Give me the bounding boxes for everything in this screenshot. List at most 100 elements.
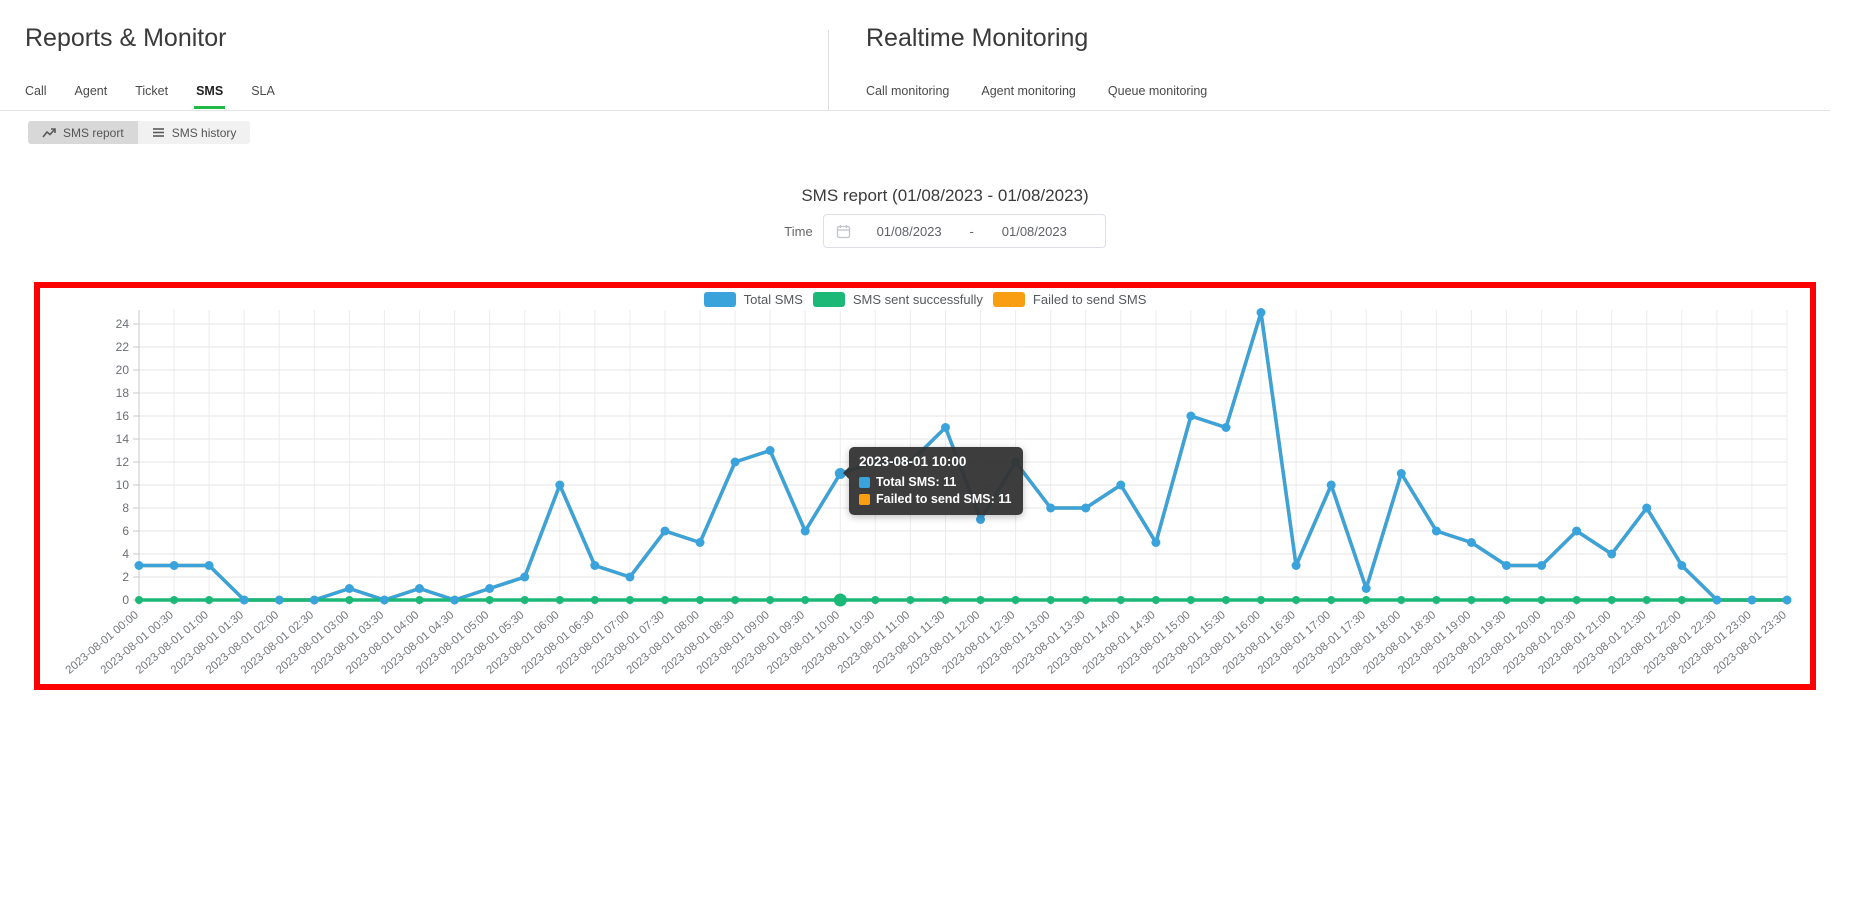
date-range-picker[interactable]: 01/08/2023 - 01/08/2023 (822, 214, 1106, 248)
legend-item[interactable]: SMS sent successfully (812, 291, 983, 307)
data-point[interactable] (1572, 526, 1582, 536)
data-point[interactable] (345, 596, 354, 604)
data-point[interactable] (906, 596, 915, 604)
data-point[interactable] (1502, 596, 1511, 604)
data-point[interactable] (309, 595, 319, 605)
data-point[interactable] (1466, 538, 1476, 547)
data-point[interactable] (590, 596, 599, 604)
data-point[interactable] (1046, 503, 1056, 513)
data-point[interactable] (1537, 596, 1546, 604)
data-point[interactable] (1677, 561, 1687, 570)
data-point[interactable] (1537, 561, 1547, 570)
data-point[interactable] (1362, 596, 1371, 604)
data-point[interactable] (941, 596, 950, 604)
data-point[interactable] (1221, 423, 1231, 432)
data-point[interactable] (1186, 411, 1196, 421)
data-point[interactable] (170, 596, 179, 604)
data-point[interactable] (450, 595, 460, 605)
tab-sms[interactable]: SMS (194, 84, 226, 109)
data-point[interactable] (1431, 526, 1441, 536)
tab-agent-monitoring[interactable]: Agent monitoring (981, 84, 1076, 98)
data-point[interactable] (1502, 561, 1511, 570)
data-point[interactable] (1151, 538, 1161, 547)
tab-call-monitoring[interactable]: Call monitoring (866, 84, 950, 98)
data-point[interactable] (976, 515, 985, 524)
data-point[interactable] (1327, 596, 1336, 604)
data-point[interactable] (1642, 503, 1652, 513)
tab-call[interactable]: Call (25, 84, 47, 98)
data-point[interactable] (555, 480, 565, 490)
data-point[interactable] (1607, 549, 1617, 559)
data-point[interactable] (1081, 503, 1091, 513)
data-point[interactable] (730, 457, 740, 467)
data-point[interactable] (1151, 596, 1160, 604)
data-point[interactable] (520, 572, 530, 582)
data-point[interactable] (1257, 596, 1265, 604)
data-point[interactable] (625, 572, 635, 582)
tab-agent[interactable]: Agent (74, 84, 108, 98)
data-point[interactable] (765, 446, 775, 455)
data-point[interactable] (205, 596, 214, 604)
legend-item[interactable]: Failed to send SMS (992, 291, 1146, 307)
sms-report-button[interactable]: SMS report (28, 121, 138, 144)
data-point[interactable] (731, 596, 740, 604)
data-point[interactable] (590, 561, 600, 570)
data-point[interactable] (1116, 596, 1125, 604)
legend-item[interactable]: Total SMS (703, 291, 803, 307)
data-point[interactable] (660, 526, 670, 536)
data-point[interactable] (1396, 469, 1406, 478)
tab-queue-monitoring[interactable]: Queue monitoring (1107, 84, 1208, 98)
data-point[interactable] (555, 596, 564, 604)
data-point[interactable] (800, 526, 810, 536)
data-point[interactable] (520, 596, 529, 604)
data-point[interactable] (1292, 596, 1301, 604)
data-point[interactable] (134, 561, 144, 570)
data-point[interactable] (695, 538, 705, 547)
data-point[interactable] (415, 596, 424, 604)
data-point[interactable] (1116, 480, 1126, 490)
data-point[interactable] (1256, 308, 1266, 317)
data-point[interactable] (1467, 596, 1476, 604)
data-point[interactable] (625, 596, 634, 604)
data-point[interactable] (661, 596, 669, 604)
data-point[interactable] (1186, 596, 1195, 604)
data-point[interactable] (1397, 596, 1406, 604)
data-point[interactable] (204, 561, 214, 570)
data-point[interactable] (766, 596, 775, 604)
data-point[interactable] (415, 584, 424, 593)
data-point[interactable] (239, 595, 249, 605)
data-point[interactable] (1677, 596, 1686, 604)
data-point[interactable] (135, 596, 143, 604)
data-point[interactable] (1712, 595, 1722, 605)
data-point[interactable] (169, 561, 179, 570)
data-point[interactable] (801, 596, 810, 604)
data-point[interactable] (833, 593, 847, 607)
data-point[interactable] (1361, 584, 1371, 593)
data-point[interactable] (941, 423, 950, 432)
data-point[interactable] (1011, 596, 1020, 604)
data-point[interactable] (1572, 596, 1581, 604)
date-to[interactable]: 01/08/2023 (1001, 223, 1067, 239)
data-point[interactable] (871, 596, 880, 604)
data-point[interactable] (379, 595, 389, 605)
data-point[interactable] (344, 584, 354, 593)
tab-sla[interactable]: SLA (251, 84, 275, 98)
data-point[interactable] (1222, 596, 1230, 604)
data-point[interactable] (1747, 595, 1757, 605)
data-point[interactable] (1782, 595, 1792, 605)
data-point[interactable] (976, 596, 985, 604)
tab-ticket[interactable]: Ticket (135, 84, 169, 98)
date-from[interactable]: 01/08/2023 (876, 223, 942, 239)
data-point[interactable] (1046, 596, 1055, 604)
data-point[interactable] (485, 584, 495, 593)
data-point[interactable] (274, 595, 284, 605)
sms-history-button[interactable]: SMS history (137, 121, 251, 144)
data-point[interactable] (1081, 596, 1090, 604)
data-point[interactable] (696, 596, 704, 604)
data-point[interactable] (485, 596, 494, 604)
data-point[interactable] (1607, 596, 1616, 604)
data-point[interactable] (1326, 480, 1336, 490)
data-point[interactable] (1432, 596, 1441, 604)
data-point[interactable] (1291, 561, 1301, 570)
